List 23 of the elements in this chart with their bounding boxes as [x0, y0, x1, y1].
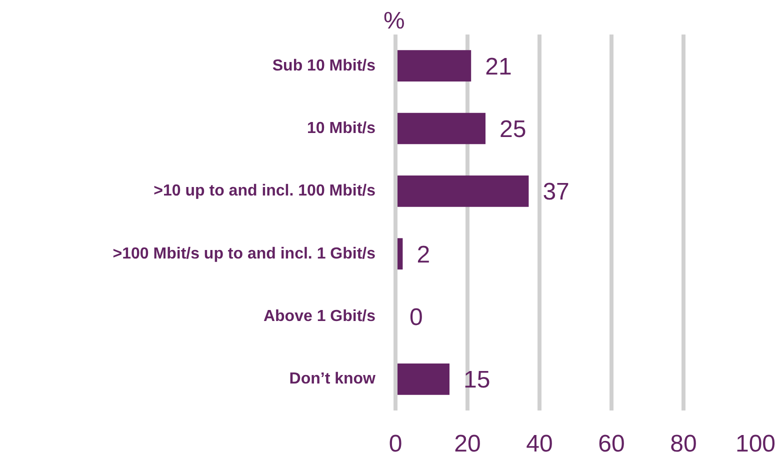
y-tick-label: Sub 10 Mbit/s: [272, 57, 376, 74]
data-label: 21: [485, 53, 512, 80]
x-tick-label: 80: [670, 430, 697, 456]
data-label: 15: [464, 366, 490, 394]
y-tick-label: Above 1 Gbit/s: [263, 308, 376, 325]
data-label: 0: [410, 304, 423, 331]
y-tick-label: Don’t know: [289, 370, 376, 388]
y-tick-label: 10 Mbit/s: [307, 120, 376, 137]
x-axis-title: %: [384, 8, 405, 34]
y-tick-label: >10 up to and incl. 100 Mbit/s: [154, 182, 376, 200]
x-tick-label: 100: [735, 430, 776, 456]
data-label: 37: [542, 178, 570, 206]
x-tick-label: 0: [388, 430, 402, 456]
data-label: 25: [500, 116, 526, 143]
data-label: 2: [416, 241, 430, 268]
x-tick-label: 60: [598, 430, 625, 456]
bar: [396, 364, 450, 395]
bar: [396, 112, 486, 144]
x-tick-label: 20: [454, 430, 481, 456]
y-tick-label: >100 Mbit/s up to and incl. 1 Gbit/s: [112, 245, 376, 262]
bar: [396, 50, 472, 82]
x-tick-label: 40: [526, 430, 553, 456]
bar: [396, 176, 529, 207]
